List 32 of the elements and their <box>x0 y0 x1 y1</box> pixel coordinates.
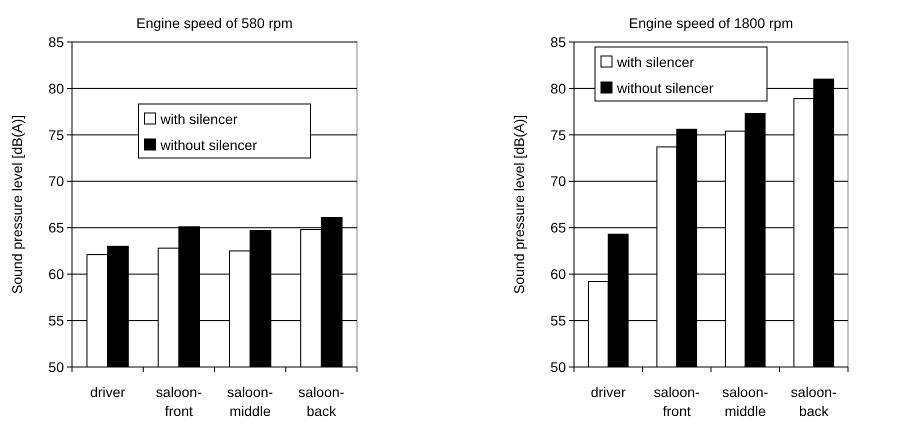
chart-title: Engine speed of 580 rpm <box>136 15 293 31</box>
y-tick-label: 60 <box>550 266 566 282</box>
y-tick-label: 65 <box>48 220 64 236</box>
y-tick-label: 70 <box>550 173 566 190</box>
y-tick-label: 60 <box>48 266 64 282</box>
x-tick-label: driver <box>590 384 626 400</box>
legend-label: without silencer <box>616 80 714 96</box>
y-tick-label: 50 <box>550 358 566 375</box>
y-axis-title: Sound pressure level [dB(A)] <box>9 115 25 294</box>
y-tick-label: 75 <box>48 126 64 143</box>
y-tick-label: 80 <box>550 80 566 96</box>
x-tick-label: saloon-back <box>790 384 838 419</box>
y-tick-label: 70 <box>48 173 64 190</box>
legend-label: without silencer <box>160 136 258 153</box>
legend-label: with silencer <box>616 54 694 70</box>
x-tick-label: saloon-front <box>654 384 700 419</box>
y-tick-label: 65 <box>550 220 566 236</box>
x-tick-label: saloon-middle <box>227 384 274 419</box>
y-tick-label: 50 <box>48 358 64 375</box>
y-tick-label: 75 <box>550 126 566 143</box>
y-tick-label: 55 <box>550 312 566 328</box>
legend-label: with silencer <box>160 110 238 127</box>
y-tick-label: 80 <box>48 80 64 96</box>
x-tick-label: driver <box>90 384 126 400</box>
chart-title: Engine speed of 1800 rpm <box>628 15 794 31</box>
y-tick-label: 55 <box>48 312 64 328</box>
y-axis-title: Sound pressure level [dB(A)] <box>511 115 527 294</box>
y-tick-label: 85 <box>550 34 566 50</box>
x-tick-label: saloon-front <box>156 384 202 419</box>
x-tick-label: saloon-middle <box>722 384 769 419</box>
y-tick-label: 85 <box>48 34 64 50</box>
x-tick-label: saloon-back <box>298 384 345 419</box>
